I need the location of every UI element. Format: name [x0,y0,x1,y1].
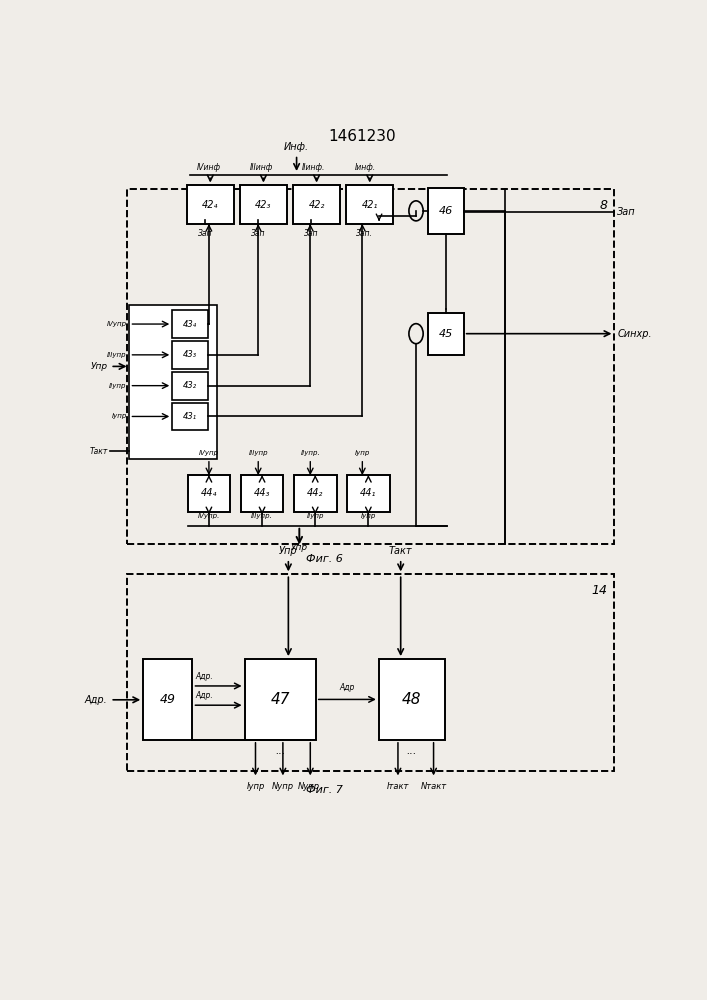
Text: 45: 45 [439,329,453,339]
Text: IIупр: IIупр [306,513,324,519]
Text: 1461230: 1461230 [329,129,396,144]
Text: IIинф.: IIинф. [301,163,325,172]
Text: Фиг. 6: Фиг. 6 [305,554,342,564]
Text: Фиг. 7: Фиг. 7 [305,785,342,795]
Bar [129,305,217,459]
Bar [187,475,230,512]
Text: Iупр: Iупр [112,413,127,419]
Text: Зап: Зап [251,229,265,238]
Bar [245,659,316,740]
Text: Nупр.: Nупр. [298,782,322,791]
Text: Iупр: Iупр [361,513,376,519]
Bar [127,574,614,771]
Text: Iупр: Iупр [246,782,264,791]
Text: Адр: Адр [339,683,355,692]
Bar [240,475,284,512]
Text: IVупр: IVупр [107,321,127,327]
Text: Nупр: Nупр [271,782,294,791]
Text: Такт: Такт [389,546,412,556]
Bar [187,185,233,224]
Text: 47: 47 [270,692,290,707]
Text: 44₃: 44₃ [254,488,270,498]
Text: Упр: Упр [279,546,298,556]
Bar [173,403,208,430]
Text: Nтакт: Nтакт [421,782,447,791]
Text: Адр.: Адр. [85,695,107,705]
Text: Адр.: Адр. [195,691,213,700]
Text: Синхр.: Синхр. [617,329,652,339]
Bar [173,341,208,369]
Text: 48: 48 [402,692,421,707]
Text: 44₄: 44₄ [201,488,217,498]
Text: Iтакт: Iтакт [387,782,409,791]
Text: Упр: Упр [90,362,107,371]
Text: 49: 49 [160,693,176,706]
Text: 42₄: 42₄ [202,200,218,210]
Bar [346,185,393,224]
Text: 46: 46 [439,206,453,216]
Text: Iупр: Iупр [355,450,370,456]
Text: IIIупр: IIIупр [248,450,268,456]
Text: 42₂: 42₂ [308,200,325,210]
Text: IVупр.: IVупр. [198,513,220,519]
Bar [428,188,464,234]
Text: Зап: Зап [617,207,636,217]
Text: IIIинф: IIIинф [250,163,273,172]
Text: Iинф.: Iинф. [354,163,375,172]
Text: 43₁: 43₁ [183,412,197,421]
Text: 42₃: 42₃ [255,200,271,210]
Bar [127,189,614,544]
Text: Инф.: Инф. [284,142,309,152]
Text: Адр.: Адр. [195,672,213,681]
Text: IVинф: IVинф [197,163,221,172]
Bar [294,475,337,512]
Text: Зап: Зап [304,229,318,238]
Bar [428,312,464,355]
Bar [173,372,208,400]
Text: 43₄: 43₄ [183,320,197,329]
Text: ...: ... [275,746,286,756]
Text: 43₂: 43₂ [183,381,197,390]
Text: 44₁: 44₁ [360,488,377,498]
Text: 43₃: 43₃ [183,350,197,359]
Bar [379,659,445,740]
Bar [347,475,390,512]
Text: ...: ... [407,746,417,756]
Text: 8: 8 [600,199,608,212]
Text: Зап: Зап [197,229,212,238]
Text: IIIупр: IIIупр [107,352,127,358]
Text: 44₂: 44₂ [307,488,323,498]
Text: IIупр: IIупр [109,383,127,389]
Text: IIупр.: IIупр. [300,450,320,456]
Text: 42₁: 42₁ [361,200,378,210]
Text: Упр: Упр [291,543,308,552]
Bar [173,310,208,338]
Bar [240,185,287,224]
Text: Такт: Такт [89,447,107,456]
Text: IVупр: IVупр [199,450,219,456]
Text: Зап.: Зап. [356,229,373,238]
Bar [144,659,192,740]
Bar [293,185,340,224]
Text: IIIупр.: IIIупр. [251,513,273,519]
Text: 14: 14 [592,584,608,597]
